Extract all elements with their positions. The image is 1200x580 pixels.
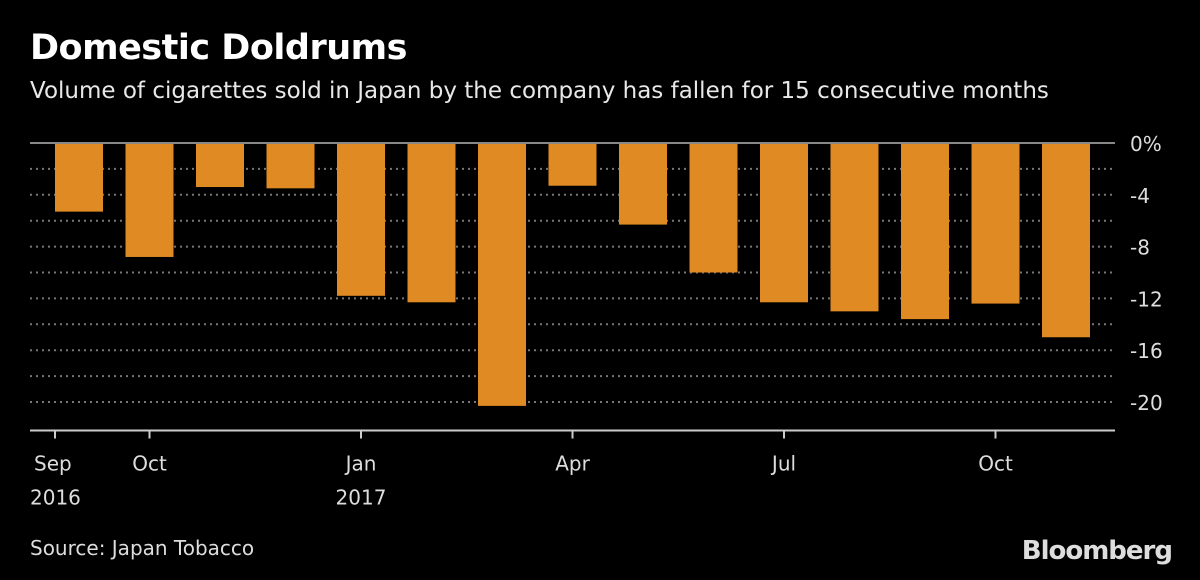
x-tick-label: Oct	[132, 451, 167, 475]
bar	[478, 143, 526, 406]
bar	[1042, 143, 1090, 338]
x-tick-year-label: 2017	[336, 485, 387, 509]
bar	[55, 143, 103, 212]
bar	[619, 143, 667, 225]
chart-subtitle: Volume of cigarettes sold in Japan by th…	[30, 78, 1049, 104]
bar	[407, 143, 456, 303]
x-tick-label: Jul	[770, 451, 796, 475]
bar	[548, 143, 597, 186]
bar	[196, 143, 244, 188]
bar	[337, 143, 385, 296]
bar	[125, 143, 174, 257]
bar	[901, 143, 949, 320]
bar	[830, 143, 879, 312]
y-tick-label: -16	[1130, 339, 1163, 363]
y-tick-label: 0%	[1130, 132, 1162, 156]
bloomberg-logo: Bloomberg	[1021, 536, 1173, 566]
y-tick-label: -12	[1130, 287, 1163, 311]
x-tick-label: Sep	[34, 451, 72, 475]
bar	[760, 143, 808, 303]
y-tick-label: -4	[1130, 184, 1150, 208]
bar	[266, 143, 315, 189]
x-tick-year-label: 2016	[30, 485, 81, 509]
bar	[689, 143, 738, 273]
x-tick-label: Jan	[344, 451, 377, 475]
x-tick-label: Oct	[978, 451, 1013, 475]
chart-title: Domestic Doldrums	[30, 28, 407, 68]
y-tick-label: -20	[1130, 391, 1163, 415]
source-note: Source: Japan Tobacco	[30, 536, 255, 560]
bar	[971, 143, 1020, 304]
x-tick-label: Apr	[555, 451, 590, 475]
y-tick-label: -8	[1130, 236, 1150, 260]
